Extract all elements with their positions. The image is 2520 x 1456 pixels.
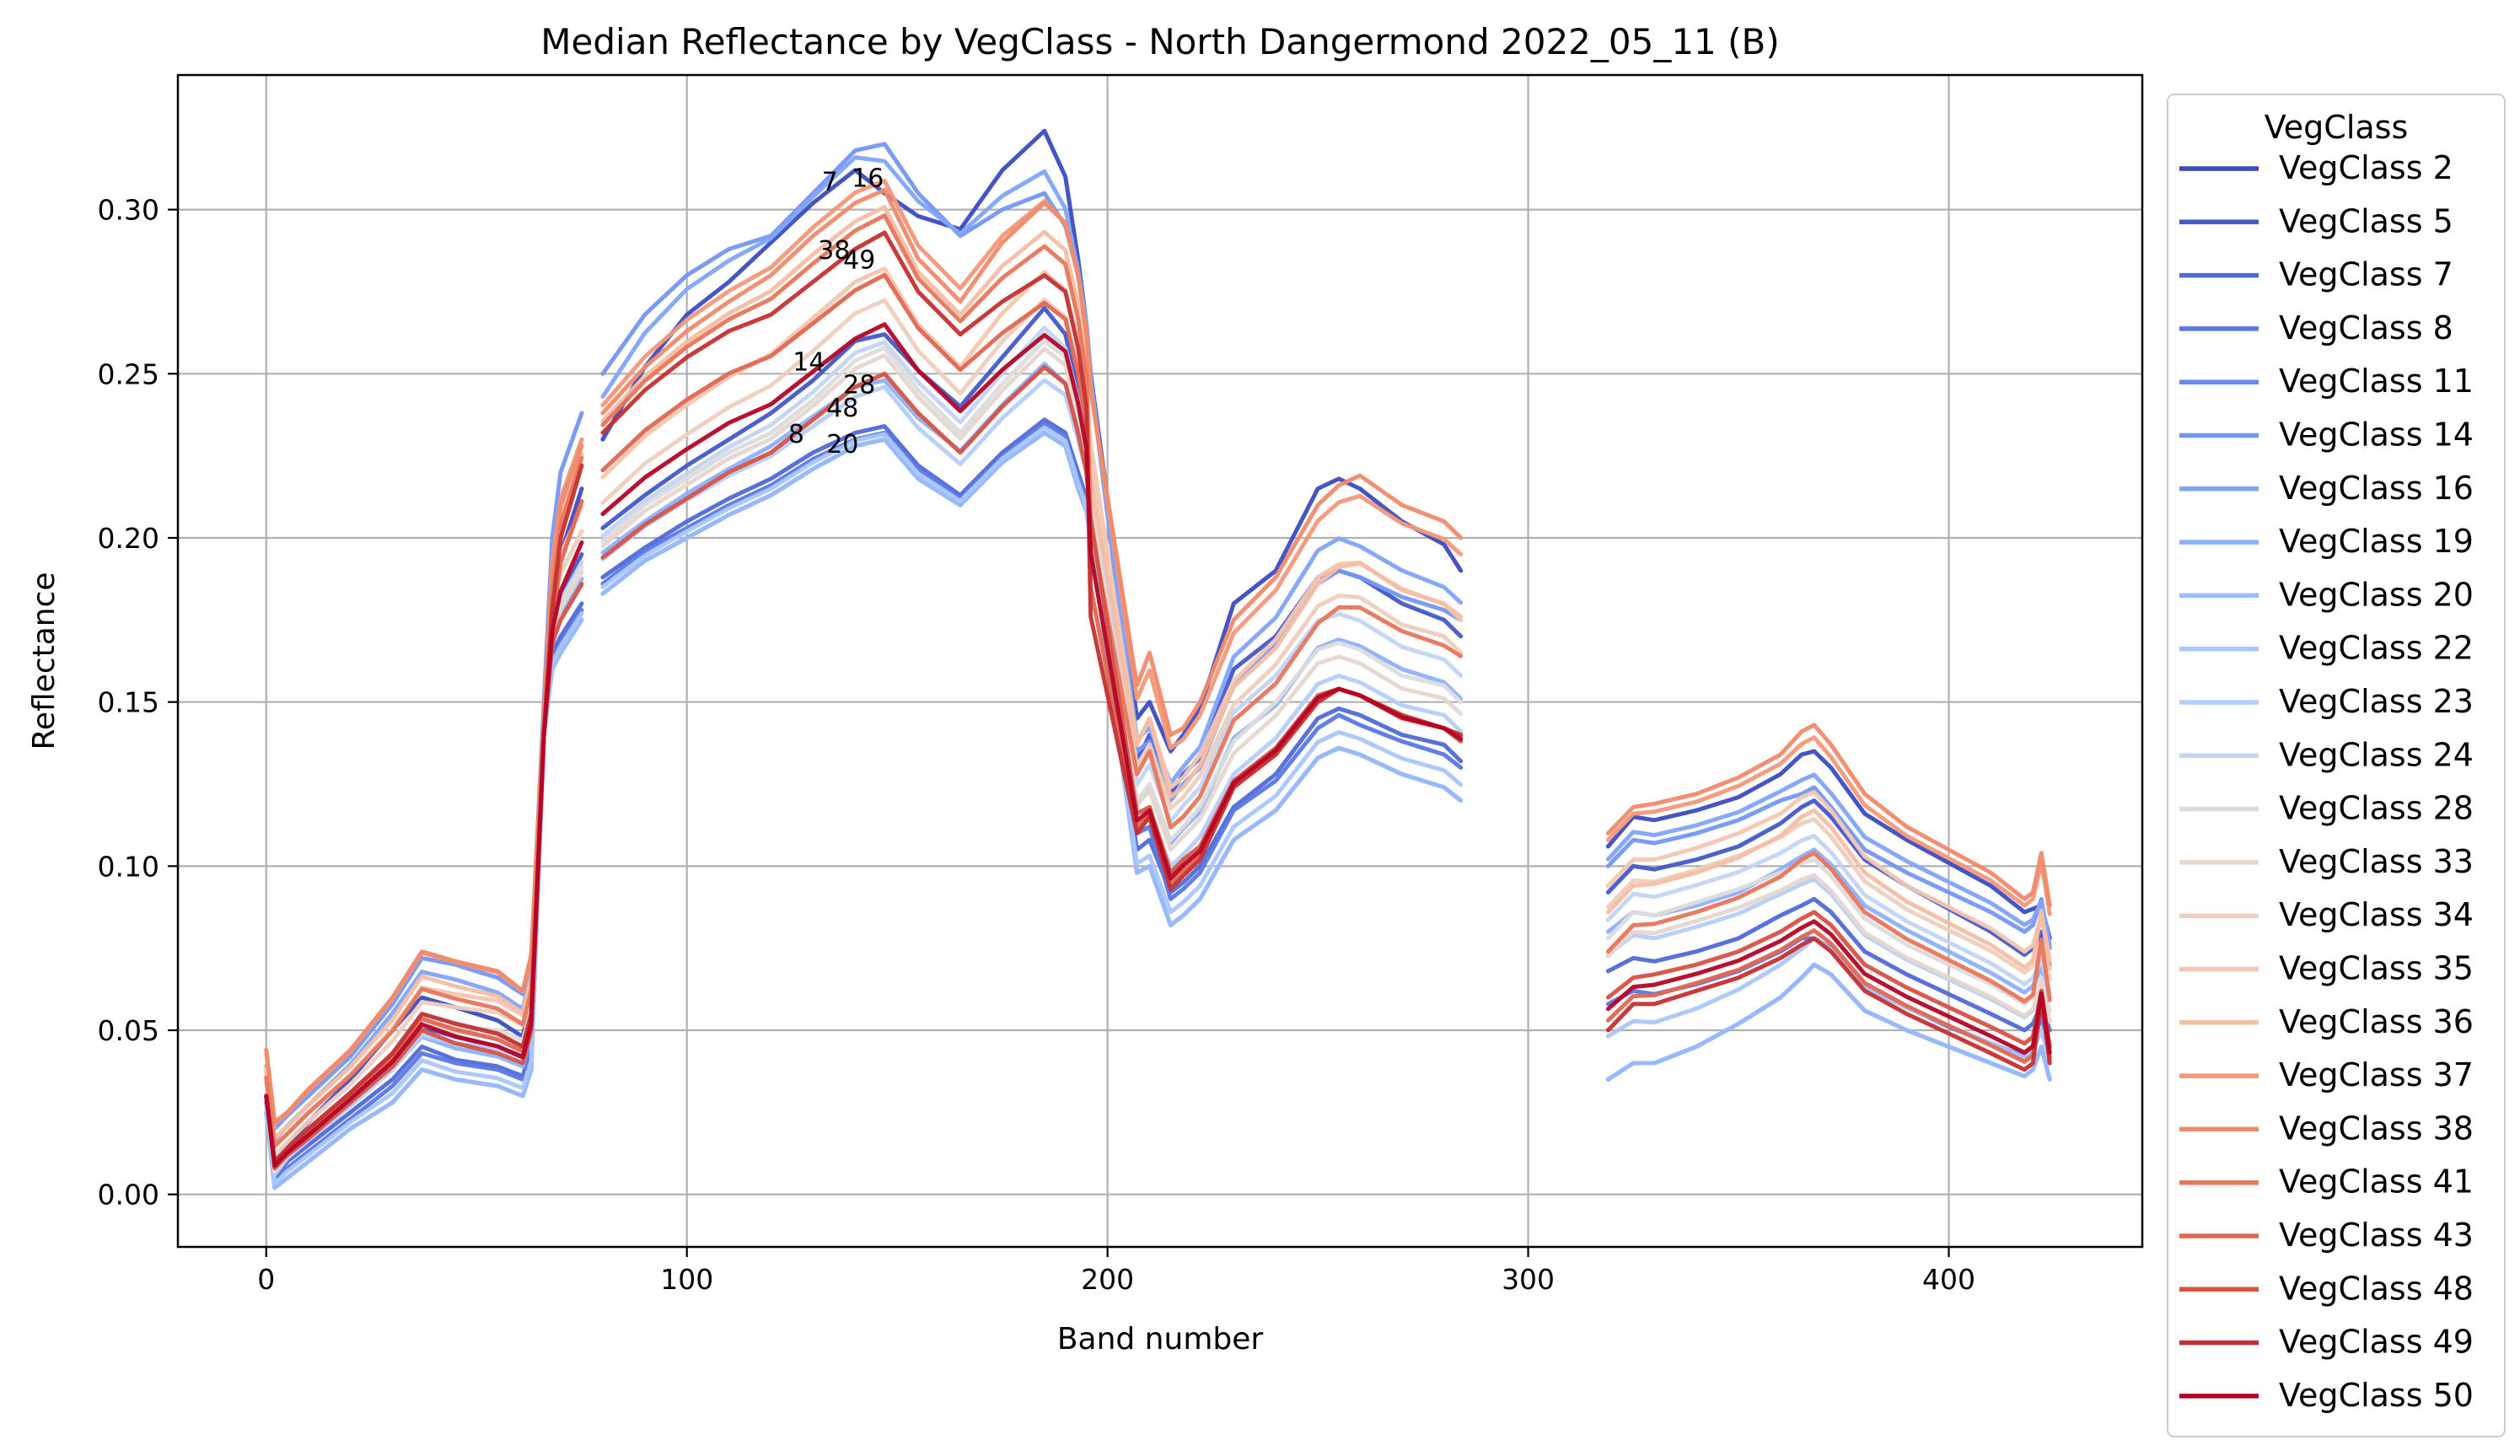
series-lines xyxy=(264,128,2052,1190)
plot-frame xyxy=(176,73,2144,1249)
series-line xyxy=(600,322,1464,881)
annotation-label: 49 xyxy=(843,246,875,276)
annotation-label: 20 xyxy=(826,430,858,459)
chart-title: Median Reflectance by VegClass - North D… xyxy=(540,21,1779,62)
series-line xyxy=(1605,910,2052,1049)
series-line xyxy=(1605,785,2052,951)
series-line xyxy=(1605,896,2052,1033)
series-line xyxy=(1605,735,2052,916)
legend-entry-label: VegClass 49 xyxy=(2279,1324,2474,1361)
x-tick-label: 0 xyxy=(257,1263,275,1296)
series-line xyxy=(1605,817,2052,981)
legend-entry-label: VegClass 37 xyxy=(2279,1056,2474,1093)
y-tick-label: 0.10 xyxy=(98,850,159,883)
legend-entry-label: VegClass 43 xyxy=(2279,1217,2474,1254)
x-tick-label: 300 xyxy=(1502,1263,1555,1296)
legend-entry-label: VegClass 34 xyxy=(2279,896,2474,933)
y-axis-label: Reflectance xyxy=(27,572,62,749)
series-line xyxy=(1605,919,2052,1055)
series-line xyxy=(1605,790,2052,960)
legend-entry-label: VegClass 23 xyxy=(2279,683,2474,720)
y-tick-label: 0.15 xyxy=(98,686,159,719)
annotation-label: 7 xyxy=(822,167,838,196)
y-tick-label: 0.30 xyxy=(98,194,159,227)
series-line xyxy=(1605,928,2052,1064)
series-line xyxy=(1605,772,2052,948)
series-line xyxy=(1605,936,2052,1072)
series-line xyxy=(600,213,1464,830)
legend-title: VegClass xyxy=(2265,109,2409,146)
legend-entry-label: VegClass 8 xyxy=(2279,309,2453,347)
x-tick-label: 200 xyxy=(1081,1263,1134,1296)
series-line xyxy=(600,230,1464,892)
series-line xyxy=(600,187,1464,738)
legend-entry-label: VegClass 7 xyxy=(2279,256,2453,293)
y-tick-label: 0.05 xyxy=(98,1014,159,1047)
legend-entry-label: VegClass 2 xyxy=(2279,149,2453,186)
legend-entry-label: VegClass 20 xyxy=(2279,576,2474,613)
legend-entry-label: VegClass 11 xyxy=(2279,363,2474,400)
x-axis-label: Band number xyxy=(1057,1322,1264,1357)
series-line xyxy=(1605,834,2052,995)
legend: VegClass VegClass 2 VegClass 5 VegClass 7 V… xyxy=(2167,94,2506,1437)
annotation-label: 14 xyxy=(793,347,825,377)
x-tick-label: 400 xyxy=(1922,1263,1975,1296)
series-line xyxy=(1605,962,2052,1082)
legend-entry-label: VegClass 41 xyxy=(2279,1163,2474,1201)
series-line xyxy=(1605,723,2052,908)
legend-entry-label: VegClass 22 xyxy=(2279,630,2474,667)
legend-entry-label: VegClass 35 xyxy=(2279,950,2474,987)
series-line xyxy=(1605,798,2052,967)
series-line xyxy=(1605,873,2052,1023)
series-line xyxy=(1605,749,2052,941)
legend-entry-label: VegClass 33 xyxy=(2279,843,2474,880)
annotation-label: 38 xyxy=(818,236,850,266)
x-tick-label: 100 xyxy=(660,1263,713,1296)
legend-entry-label: VegClass 16 xyxy=(2279,470,2474,507)
legend-entry-label: VegClass 38 xyxy=(2279,1109,2474,1147)
legend-entry-label: VegClass 14 xyxy=(2279,416,2474,454)
legend-entry-label: VegClass 5 xyxy=(2279,202,2453,239)
axis-ticks: 0 100 200 300 400 0.00 0.05 0.10 0.15 0.20 0.25 0.3… xyxy=(98,194,1975,1296)
y-tick-label: 0.20 xyxy=(98,522,159,555)
series-line xyxy=(1605,808,2052,971)
annotation-label: 48 xyxy=(826,394,858,423)
series-line xyxy=(1605,851,2052,1004)
series-line xyxy=(264,540,584,1169)
annotation-label: 16 xyxy=(852,164,884,193)
y-tick-label: 0.25 xyxy=(98,357,159,390)
legend-entry-label: VegClass 48 xyxy=(2279,1270,2474,1307)
legend-box xyxy=(2167,94,2506,1437)
y-tick-label: 0.00 xyxy=(98,1179,159,1212)
annotation-label: 8 xyxy=(788,420,804,449)
legend-entry-label: VegClass 50 xyxy=(2279,1377,2474,1414)
legend-entry-label: VegClass 24 xyxy=(2279,736,2474,773)
annotation-label: 28 xyxy=(843,371,875,400)
legend-entry-label: VegClass 19 xyxy=(2279,523,2474,560)
legend-entry-label: VegClass 36 xyxy=(2279,1003,2474,1040)
legend-entry-label: VegClass 28 xyxy=(2279,790,2474,827)
